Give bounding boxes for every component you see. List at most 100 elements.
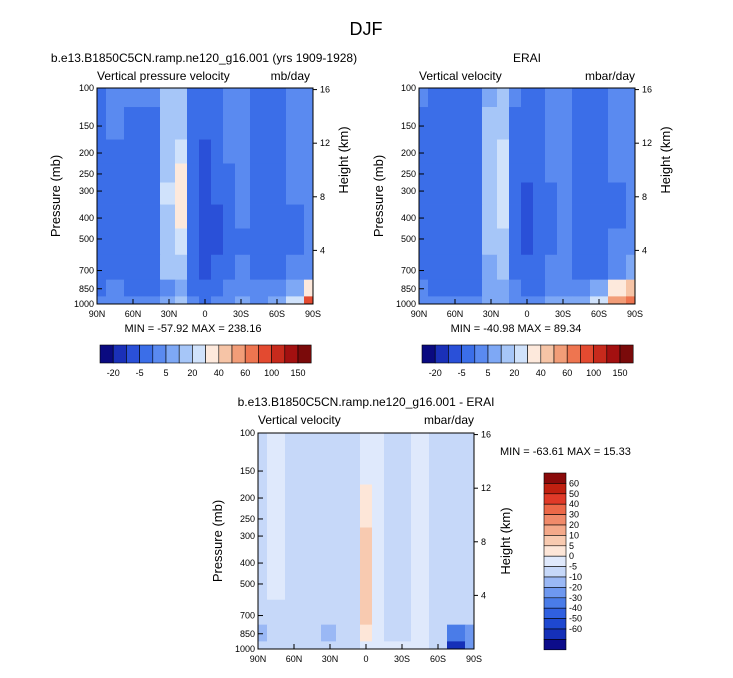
- heatmap-cell: [187, 204, 200, 229]
- colorbar-swatch: [487, 344, 502, 364]
- heatmap-cell: [285, 433, 304, 453]
- heatmap-cell: [250, 254, 269, 281]
- colorbar-swatch: [192, 344, 206, 364]
- heatmap-cell: [372, 527, 385, 550]
- x-tick-label: 60N: [125, 309, 142, 319]
- heatmap-cell: [348, 484, 361, 509]
- heatmap-cell: [142, 182, 161, 205]
- y-tick-label: 250: [401, 169, 416, 179]
- colorbar-swatch: [543, 483, 567, 495]
- y-tick-label: 500: [79, 234, 94, 244]
- heatmap-cell: [497, 107, 510, 140]
- colorbar-swatch: [99, 344, 114, 364]
- heatmap-cell: [429, 624, 448, 642]
- heatmap-cell: [626, 279, 636, 297]
- heatmap-cell: [304, 204, 314, 229]
- heatmap-cell: [557, 107, 573, 140]
- heatmap-cell: [533, 204, 546, 229]
- heatmap-cell: [187, 182, 200, 205]
- panel-model-colorbar: -20 -5 5 20 40 60 100 150: [99, 344, 312, 378]
- y-tick-label: 500: [240, 579, 255, 589]
- colorbar-label: -40: [569, 603, 582, 613]
- heatmap-cell: [509, 254, 522, 281]
- right-tick-label: 16: [642, 85, 652, 95]
- colorbar-swatch: [218, 344, 233, 364]
- colorbar-swatch: [297, 344, 312, 364]
- colorbar-swatch: [461, 344, 476, 364]
- heatmap-cell: [258, 624, 268, 642]
- heatmap-cell: [464, 254, 483, 281]
- colorbar-swatch: [112, 344, 127, 364]
- x-tick-label: 0: [363, 654, 368, 664]
- heatmap-cell: [187, 279, 200, 297]
- colorbar-label: -10: [569, 572, 582, 582]
- heatmap-cell: [97, 254, 107, 281]
- heatmap-cell: [336, 433, 349, 453]
- colorbar-label: -20: [429, 368, 442, 378]
- heatmap-cell: [509, 279, 522, 297]
- heatmap-cell: [626, 204, 636, 229]
- heatmap-cell: [419, 139, 429, 164]
- heatmap-cell: [303, 452, 322, 485]
- heatmap-cell: [482, 296, 498, 305]
- heatmap-cell: [447, 624, 466, 642]
- colorbar-swatch: [271, 344, 286, 364]
- heatmap-cell: [199, 163, 212, 183]
- y-tick-label: 700: [401, 266, 416, 276]
- heatmap-cell: [187, 139, 200, 164]
- heatmap-cell: [235, 228, 251, 256]
- colorbar-swatch: [566, 344, 581, 364]
- heatmap-cell: [384, 599, 397, 626]
- heatmap-cell: [321, 573, 337, 601]
- heatmap-cell: [464, 182, 483, 205]
- heatmap-cell: [235, 88, 251, 108]
- colorbar-label: 50: [569, 489, 579, 499]
- heatmap-cell: [509, 139, 522, 164]
- x-tick-label: 60N: [447, 309, 464, 319]
- heatmap-cell: [545, 107, 558, 140]
- heatmap-cell: [521, 182, 534, 205]
- heatmap-cell: [124, 163, 143, 183]
- heatmap-cell: [446, 163, 465, 183]
- heatmap-cell: [521, 163, 534, 183]
- heatmap-cell: [626, 139, 636, 164]
- heatmap-cell: [223, 163, 236, 183]
- heatmap-cell: [199, 182, 212, 205]
- y-tick-label: 200: [79, 148, 94, 158]
- colorbar-swatch: [553, 344, 568, 364]
- heatmap-cell: [321, 599, 337, 626]
- x-tick-label: 30N: [483, 309, 500, 319]
- heatmap-cell: [446, 182, 465, 205]
- heatmap-cell: [285, 484, 304, 509]
- heatmap-cell: [533, 254, 546, 281]
- heatmap-cell: [199, 228, 212, 256]
- heatmap-cell: [384, 624, 397, 642]
- heatmap-cell: [258, 549, 268, 574]
- heatmap-cell: [497, 88, 510, 108]
- heatmap-cell: [286, 182, 305, 205]
- heatmap-cell: [223, 296, 236, 305]
- heatmap-cell: [465, 624, 475, 642]
- heatmap-cell: [545, 279, 558, 297]
- heatmap-cell: [321, 641, 337, 650]
- heatmap-cell: [336, 452, 349, 485]
- heatmap-cell: [235, 139, 251, 164]
- heatmap-cell: [557, 204, 573, 229]
- heatmap-cell: [626, 88, 636, 108]
- heatmap-cell: [465, 433, 475, 453]
- heatmap-cell: [497, 296, 510, 305]
- heatmap-cell: [160, 204, 176, 229]
- heatmap-cell: [428, 228, 447, 256]
- heatmap-cell: [142, 88, 161, 108]
- heatmap-cell: [447, 641, 466, 650]
- heatmap-cell: [285, 573, 304, 601]
- heatmap-cell: [411, 484, 430, 509]
- heatmap-cell: [545, 204, 558, 229]
- heatmap-cell: [411, 549, 430, 574]
- colorbar-label: 5: [485, 368, 490, 378]
- heatmap-cell: [142, 163, 161, 183]
- heatmap-cell: [267, 527, 286, 550]
- heatmap-cell: [446, 204, 465, 229]
- heatmap-cell: [124, 254, 143, 281]
- heatmap-cell: [396, 573, 412, 601]
